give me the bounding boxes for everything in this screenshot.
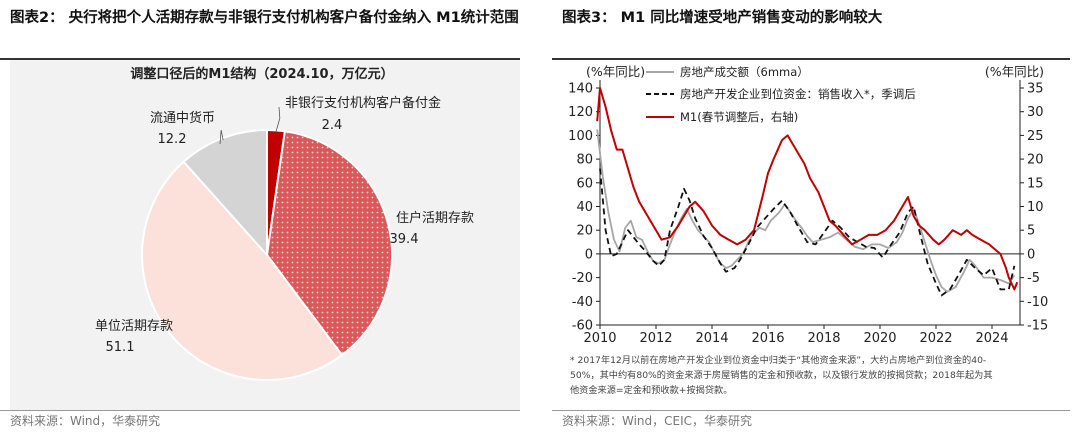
right-tick-label: 15 [1027,176,1044,191]
x-tick-label: 2016 [751,331,784,346]
pie-slice-household-demand [265,130,393,357]
left-tick-label: -20 [572,271,593,286]
series-line-housing-sales [596,129,1016,293]
chart-footnote-line: 他资金来源=定金和预收款+按揭贷款。 [570,384,732,396]
line-chart: (%年同比) (%年同比)-60-40-20020406080100120140-… [568,64,1048,396]
right-tick-label: -10 [1027,295,1048,310]
pie-slice-label: 非银行支付机构客户备付金 [285,95,441,111]
x-tick-label: 2018 [807,331,840,346]
right-tick-label: -5 [1027,271,1040,286]
left-figure-panel: 图表2： 央行将把个人活期存款与非银行支付机构客户备付金纳入 M1统计范围 调整… [0,0,528,435]
right-tick-label: 10 [1027,200,1044,215]
left-tick-label: 80 [576,153,593,168]
chart-footnote-line: 50%，其中约有80%的资金来源于房屋销售的定金和预收款，以及银行发放的按揭贷款… [570,369,993,381]
right-footer-rule [552,410,1070,411]
left-tick-label: 0 [585,247,593,262]
left-axis-label: (%年同比) [586,64,645,79]
pie-chart: 调整口径后的M1结构（2024.10，万亿元） 非银行支付机构客户备付金 2.4 住… [10,60,520,410]
x-tick-label: 2012 [639,331,672,346]
pie-chart-title: 调整口径后的M1结构（2024.10，万亿元） [130,66,393,82]
legend-label: 房地产成交额（6mma） [680,65,809,79]
right-tick-label: 25 [1027,129,1044,144]
pie-leader-line [275,106,281,133]
left-heading-rule [0,58,520,60]
right-figure-heading: 图表3： M1 同比增速受地产销售变动的影响较大 [562,10,883,26]
chart-footnote-line: * 2017年12月以前在房地产开发企业到位资金中归类于“其他资金来源”，大约占… [570,354,986,366]
right-heading-rule [552,58,1070,60]
right-axis-label: (%年同比) [985,64,1044,79]
left-footer-rule [0,410,520,411]
left-source-note: 资料来源：Wind，华泰研究 [10,414,161,428]
series-line-developer-funds [599,168,1016,297]
right-tick-label: 30 [1027,105,1044,120]
pie-slice-label: 流通中货币 [150,110,215,126]
right-figure-panel: 图表3： M1 同比增速受地产销售变动的影响较大 (%年同比) (%年同比) -60… [552,0,1080,435]
x-tick-label: 2024 [975,331,1008,346]
right-tick-label: 35 [1027,82,1044,97]
left-tick-label: 100 [568,129,593,144]
right-tick-label: 20 [1027,153,1044,168]
right-source-note: 资料来源：Wind，CEIC，华泰研究 [562,414,753,428]
left-tick-label: -60 [572,319,593,334]
left-tick-label: -40 [572,295,593,310]
pie-slice-label: 住户活期存款 [396,210,474,226]
left-figure-heading: 图表2： 央行将把个人活期存款与非银行支付机构客户备付金纳入 M1统计范围 [10,10,519,26]
right-tick-label: -15 [1027,319,1048,334]
series-line-m1 [596,87,1019,291]
pie-slice-label: 单位活期存款 [95,319,173,334]
legend-label: M1(春节调整后，右轴) [680,110,798,124]
pie-slice-corporate-demand [141,160,344,381]
right-tick-label: 5 [1027,224,1035,239]
x-tick-label: 2014 [695,331,728,346]
legend-label: 房地产开发企业到位资金：销售收入*，季调后 [680,87,916,101]
pie-slice-value: 2.4 [322,118,343,133]
x-tick-label: 2010 [583,331,616,346]
left-tick-label: 20 [576,224,593,239]
left-tick-label: 60 [576,176,593,191]
x-tick-label: 2022 [919,331,952,346]
pie-leader-line [219,130,224,145]
left-tick-label: 120 [568,105,593,120]
left-tick-label: 140 [568,82,593,97]
left-tick-label: 40 [576,200,593,215]
right-tick-label: 0 [1027,247,1035,262]
pie-slice-value: 51.1 [106,340,135,355]
x-tick-label: 2020 [863,331,896,346]
pie-slice-value: 12.2 [158,132,187,147]
pie-slice-value: 39.4 [390,232,419,247]
